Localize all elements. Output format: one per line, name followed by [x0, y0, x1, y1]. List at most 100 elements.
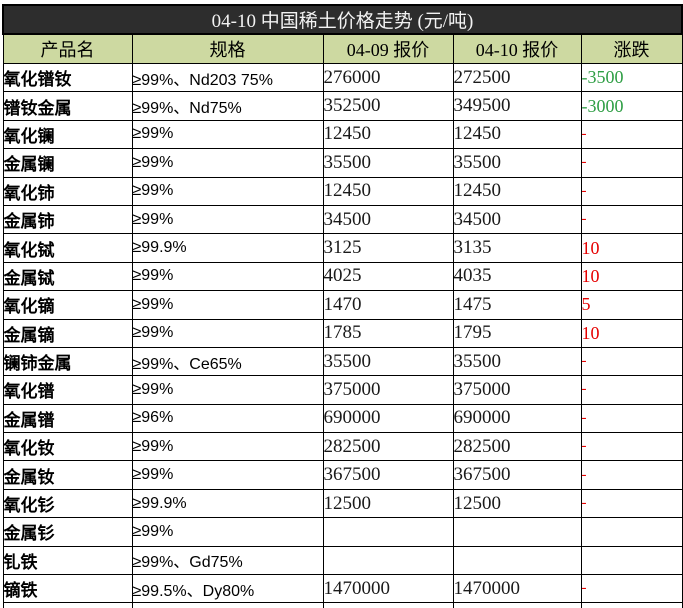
table-row: 金属钐 ≥99%	[2, 517, 683, 547]
table-row: 钆铁 ≥99%、Gd75%	[2, 545, 683, 576]
table-row: 金属钕 ≥99% 367500 367500-	[2, 460, 683, 490]
spec-cell: ≥99%	[131, 460, 324, 490]
price-0409-cell: 35500	[322, 148, 454, 178]
spec-cell: ≥99%	[131, 432, 324, 462]
price-0409-cell: 35500	[322, 346, 454, 377]
price-0409-cell: 352500	[322, 91, 454, 121]
price-0410-cell: 12450	[452, 119, 582, 150]
price-0409-cell: 282500	[322, 432, 454, 462]
spec-cell: ≥96%	[131, 403, 324, 434]
price-0410-cell: 3135	[452, 233, 582, 263]
change-cell	[580, 545, 683, 576]
price-0409-cell: 1470000	[322, 574, 454, 604]
price-0409-cell: 276000	[322, 62, 454, 93]
price-0410-cell: 34500	[452, 204, 582, 235]
price-0410-cell	[452, 517, 582, 547]
product-name-cell: 氧化钕	[2, 432, 133, 462]
price-0409-cell: 34500	[322, 204, 454, 235]
change-cell: -	[580, 574, 683, 604]
table-row: 镝铁 ≥99.5%、Dy80% 1470000 1470000-	[2, 574, 683, 604]
change-cell: -3500	[580, 62, 683, 93]
spec-cell: ≥99.9%	[131, 488, 324, 519]
spec-cell: ≥99%	[131, 148, 324, 178]
change-cell	[580, 517, 683, 547]
change-cell: 5	[580, 290, 683, 320]
price-0410-cell: 349500	[452, 91, 582, 121]
spec-cell: ≥99%	[131, 290, 324, 320]
product-name-cell: 金属镧	[2, 148, 133, 178]
table-row: 氧化镧 ≥99% 12450 12450-	[2, 119, 683, 150]
partial-bottom-row	[2, 602, 683, 608]
price-0410-cell: 12450	[452, 176, 582, 206]
change-cell: -	[580, 119, 683, 150]
price-0409-cell: 4025	[322, 261, 454, 292]
product-name-cell: 氧化镨钕	[2, 62, 133, 93]
product-name-cell: 金属钕	[2, 460, 133, 490]
table-title: 04-10 中国稀土价格走势 (元/吨)	[1, 4, 683, 35]
price-0410-cell: 35500	[452, 346, 582, 377]
column-header-product: 产品名	[2, 33, 133, 64]
table-row: 氧化镨 ≥99% 375000 375000-	[2, 375, 683, 405]
table-row: 金属镧 ≥99% 35500 35500-	[2, 148, 683, 178]
price-0410-cell: 272500	[452, 62, 582, 93]
product-name-cell: 镧铈金属	[2, 346, 133, 377]
column-header-spec: 规格	[131, 33, 324, 64]
spec-cell: ≥99%	[131, 261, 324, 292]
product-name-cell: 钆铁	[2, 545, 133, 576]
table-title-row: 04-10 中国稀土价格走势 (元/吨)	[1, 4, 683, 35]
empty-cell	[452, 602, 582, 608]
product-name-cell: 氧化钐	[2, 488, 133, 519]
product-name-cell: 氧化镨	[2, 375, 133, 405]
table-row: 氧化镨钕 ≥99%、Nd203 75% 276000 272500 -3500	[2, 62, 683, 93]
product-name-cell: 氧化铈	[2, 176, 133, 206]
product-name-cell: 氧化镝	[2, 290, 133, 320]
table-row: 金属镨 ≥96% 690000 690000-	[2, 403, 683, 434]
spec-cell: ≥99%	[131, 119, 324, 150]
spec-cell: ≥99%、Gd75%	[131, 545, 324, 576]
spec-cell: ≥99%、Nd75%	[131, 91, 324, 121]
price-0410-cell: 12500	[452, 488, 582, 519]
price-0410-cell: 375000	[452, 375, 582, 405]
spec-cell: ≥99.9%	[131, 233, 324, 263]
change-cell: -	[580, 148, 683, 178]
product-name-cell: 金属钐	[2, 517, 133, 547]
table-header-row: 产品名 规格 04-09 报价 04-10 报价 涨跌	[2, 33, 683, 64]
change-cell: -	[580, 488, 683, 519]
table-row: 氧化镝 ≥99% 1470 1475 5	[2, 290, 683, 320]
change-cell: 10	[580, 318, 683, 348]
price-0409-cell	[322, 545, 454, 576]
price-0410-cell	[452, 545, 582, 576]
price-0409-cell	[322, 517, 454, 547]
change-cell: -	[580, 346, 683, 377]
price-0409-cell: 367500	[322, 460, 454, 490]
change-cell: -3000	[580, 91, 683, 121]
empty-cell	[2, 602, 133, 608]
product-name-cell: 金属镨	[2, 403, 133, 434]
price-0409-cell: 12450	[322, 119, 454, 150]
table-row: 金属铈 ≥99% 34500 34500-	[2, 204, 683, 235]
price-0409-cell: 12500	[322, 488, 454, 519]
spec-cell: ≥99%	[131, 204, 324, 235]
price-0410-cell: 367500	[452, 460, 582, 490]
table-row: 镧铈金属 ≥99%、Ce65% 35500 35500-	[2, 346, 683, 377]
spec-cell: ≥99%	[131, 375, 324, 405]
product-name-cell: 镝铁	[2, 574, 133, 604]
spec-cell: ≥99%、Ce65%	[131, 346, 324, 377]
price-0409-cell: 690000	[322, 403, 454, 434]
product-name-cell: 镨钕金属	[2, 91, 133, 121]
change-cell: -	[580, 432, 683, 462]
spec-cell: ≥99%	[131, 318, 324, 348]
price-0410-cell: 35500	[452, 148, 582, 178]
price-0410-cell: 4035	[452, 261, 582, 292]
column-header-change: 涨跌	[580, 33, 683, 64]
price-0409-cell: 375000	[322, 375, 454, 405]
change-cell: 10	[580, 233, 683, 263]
product-name-cell: 氧化铽	[2, 233, 133, 263]
price-0410-cell: 1475	[452, 290, 582, 320]
price-0409-cell: 12450	[322, 176, 454, 206]
change-cell: -	[580, 460, 683, 490]
table-row: 氧化铽 ≥99.9% 3125 3135 10	[2, 233, 683, 263]
product-name-cell: 金属镝	[2, 318, 133, 348]
price-0409-cell: 1785	[322, 318, 454, 348]
